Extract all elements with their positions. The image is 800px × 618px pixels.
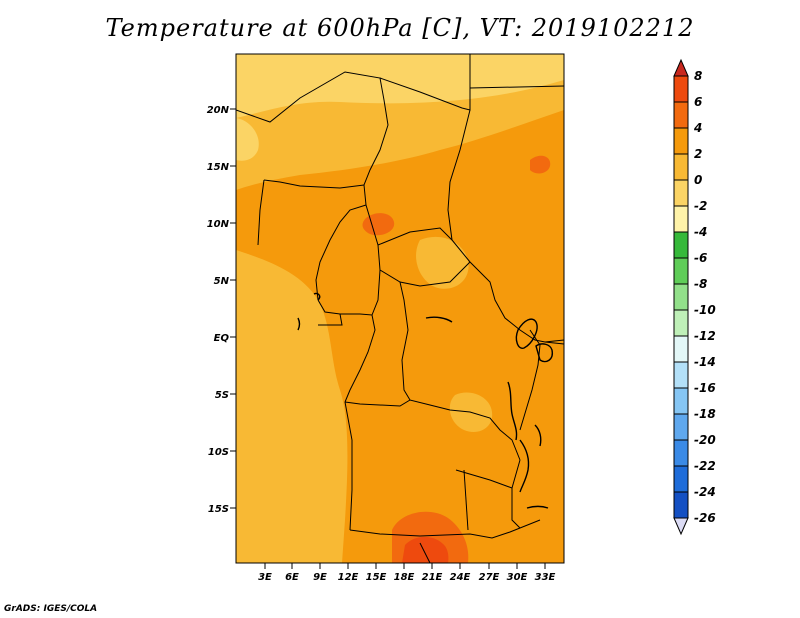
- lon-label-12e: 12E: [338, 572, 359, 583]
- colorbar-swatch: [673, 179, 689, 207]
- colorbar-swatch: [673, 335, 689, 363]
- lon-ticks: [264, 563, 546, 569]
- colorbar-tick-label: 4: [693, 121, 702, 135]
- lat-label-10s: 10S: [208, 447, 229, 458]
- temperature-field: [236, 54, 564, 563]
- colorbar-tick-label: -24: [694, 485, 716, 499]
- map-frame: [235, 53, 565, 564]
- colorbar-swatch: [673, 231, 689, 259]
- field-south-6to8: [402, 536, 449, 563]
- lat-label-10n: 10N: [207, 219, 230, 230]
- colorbar-swatch: [673, 387, 689, 415]
- field-nw-m2to0: [236, 118, 259, 161]
- colorbar-swatch: [673, 127, 689, 155]
- colorbar-swatch: [673, 309, 689, 337]
- colorbar-swatch: [673, 491, 689, 519]
- colorbar-tick-label: -26: [694, 511, 716, 525]
- colorbar-tick-label: -6: [694, 251, 707, 265]
- lakes-and-coast: [297, 292, 554, 509]
- colorbar-tick-label: -22: [694, 459, 716, 473]
- colorbar-tick-label: -18: [694, 407, 716, 421]
- colorbar-swatch: [673, 283, 689, 311]
- lon-label-24e: 24E: [450, 572, 471, 583]
- lat-label-15n: 15N: [207, 162, 230, 173]
- colorbar-tick-label: 8: [694, 69, 702, 83]
- colorbar-tick-label: -8: [694, 277, 707, 291]
- colorbar-swatch: [673, 465, 689, 493]
- country-borders: [236, 54, 564, 563]
- lon-label-9e: 9E: [313, 572, 327, 583]
- lon-label-6e: 6E: [285, 572, 299, 583]
- field-west-0to2: [236, 250, 348, 563]
- field-east-4to6: [530, 155, 551, 174]
- field-central-0to2: [416, 236, 469, 289]
- colorbar-swatch: [673, 413, 689, 441]
- lon-label-30e: 30E: [507, 572, 528, 583]
- lat-label-15s: 15S: [208, 504, 229, 515]
- lat-label-20n: 20N: [207, 105, 230, 116]
- colorbar-tick-label: 2: [694, 147, 702, 161]
- colorbar-tick-label: -2: [694, 199, 707, 213]
- colorbar-tick-label: -14: [694, 355, 716, 369]
- colorbar-swatch: [673, 75, 689, 103]
- colorbar-tick-label: -12: [694, 329, 716, 343]
- lat-ticks: [230, 108, 236, 509]
- colorbar-swatch: [673, 361, 689, 389]
- colorbar-tick-label: -4: [694, 225, 707, 239]
- lon-label-27e: 27E: [479, 572, 500, 583]
- lat-label-5s: 5S: [215, 390, 229, 401]
- colorbar-swatch: [673, 153, 689, 181]
- lon-label-15e: 15E: [366, 572, 387, 583]
- lat-label-eq: EQ: [214, 333, 230, 344]
- colorbar-arrow-bottom: [673, 517, 689, 536]
- lon-label-3e: 3E: [258, 572, 272, 583]
- colorbar-swatch: [673, 439, 689, 467]
- colorbar-swatch: [673, 257, 689, 285]
- colorbar-swatch: [673, 101, 689, 129]
- colorbar-swatch: [673, 205, 689, 233]
- colorbar-tick-label: -10: [694, 303, 716, 317]
- colorbar-arrow-top: [673, 58, 689, 77]
- chart-title: Temperature at 600hPa [C], VT: 201910221…: [105, 14, 695, 42]
- colorbar-tick-label: -20: [694, 433, 716, 447]
- colorbar-tick-label: 6: [694, 95, 702, 109]
- credit-text: GrADS: IGES/COLA: [4, 604, 98, 614]
- field-north-m2to0: [236, 54, 564, 118]
- lon-label-18e: 18E: [394, 572, 415, 583]
- colorbar: 8 6 4 2 0 -2 -4 -6 -8 -10 -12 -14 -16 -18 -20 -22 -24 -26: [673, 58, 716, 536]
- lon-label-21e: 21E: [422, 572, 443, 583]
- lat-label-5n: 5N: [214, 276, 230, 287]
- colorbar-tick-label: -16: [694, 381, 716, 395]
- colorbar-tick-label: 0: [694, 173, 702, 187]
- lon-label-33e: 33E: [535, 572, 556, 583]
